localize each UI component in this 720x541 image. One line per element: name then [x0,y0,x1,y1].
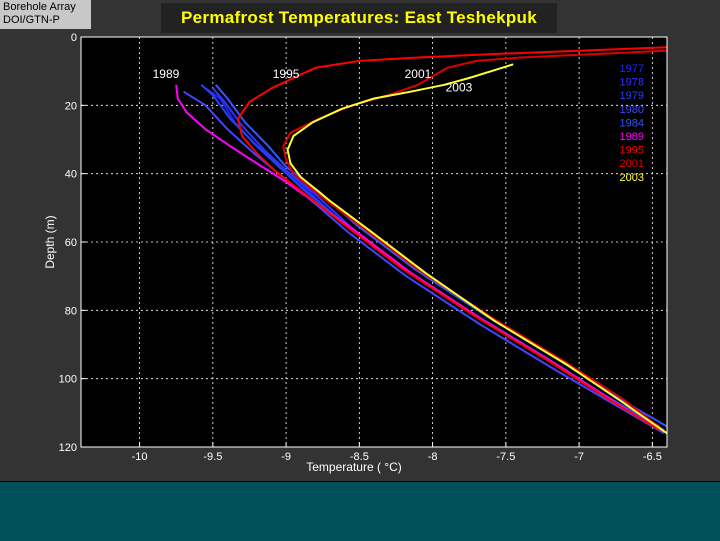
series-line-1980 [183,90,665,435]
legend-entry: 2003 [620,172,644,184]
legend-entry: 1980 [620,104,644,116]
legend-entry: 1995 [620,145,644,157]
badge-line-2: DOI/GTN-P [3,14,60,26]
x-tick-label: -9.5 [203,451,222,463]
legend-entry: 1977 [620,63,644,75]
x-tick-label: -7 [574,451,584,463]
x-tick-label: -8.5 [350,451,369,463]
y-tick-label: 40 [65,169,77,181]
legend-entry: 1984 [620,117,644,129]
x-axis-label: Temperature ( °C) [306,460,402,474]
year-annotation: 2003 [446,81,473,95]
x-tick-label: -8 [428,451,438,463]
y-tick-label: 20 [65,100,77,112]
x-tick-label: -9 [281,451,291,463]
legend-entry: 1978 [620,77,644,89]
series-line-1995 [236,46,668,431]
axes: -10 -9.5 -9 -8.5 -8 -7.5 -7 -6.5 0 20 40 60 80 100 120 [59,32,668,463]
year-annotation: 1995 [273,67,300,81]
source-badge: Borehole Array DOI/GTN-P [0,0,91,29]
y-tick-label: 80 [65,305,77,317]
legend-entry: 2001 [620,158,644,170]
year-annotation: 1989 [153,67,180,81]
y-tick-label: 100 [59,374,77,386]
legend-entry: 1989 [620,131,644,143]
badge-line-1: Borehole Array [3,1,76,13]
x-tick-label: -10 [132,451,148,463]
legend-entry: 1979 [620,90,644,102]
x-tick-label: -7.5 [496,451,515,463]
annotation-group: 1989 1995 2001 2003 [153,67,473,95]
grid-lines [81,36,667,448]
y-tick-label: 0 [71,32,77,44]
y-tick-label: 60 [65,237,77,249]
footer-bar [0,481,720,541]
series-line-2003 [286,63,668,435]
chart-title: Permafrost Temperatures: East Teshekpuk [161,3,557,33]
year-annotation: 2001 [405,67,432,81]
plot-frame [80,36,668,448]
y-axis-label: Depth (m) [43,215,57,268]
x-tick-label: -6.5 [643,451,662,463]
series-group [175,46,668,435]
y-tick-label: 120 [59,442,77,454]
